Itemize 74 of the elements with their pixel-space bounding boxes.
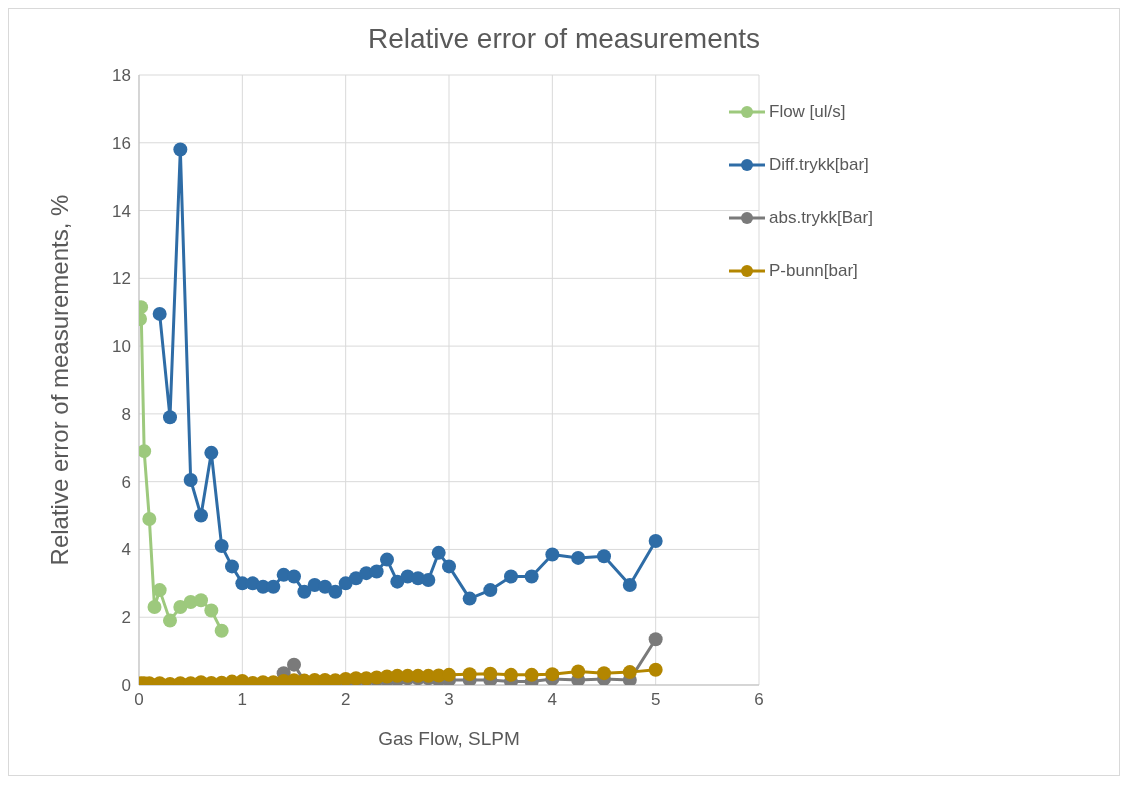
y-tick-label: 16 [112, 133, 131, 153]
point [442, 667, 456, 682]
point [545, 547, 560, 562]
y-axis-title: Relative error of measurements, % [45, 194, 73, 566]
point [390, 574, 405, 589]
x-tick-label: 2 [340, 690, 351, 710]
point [152, 306, 167, 321]
point [266, 579, 281, 594]
x-tick-label: 4 [547, 690, 558, 710]
point [545, 667, 560, 682]
point [648, 662, 663, 677]
legend-label: Flow [ul/s] [769, 100, 846, 123]
y-tick-label: 18 [112, 66, 131, 86]
point [147, 600, 162, 615]
point [524, 667, 539, 682]
point [214, 539, 229, 554]
y-tick-label: 14 [112, 201, 131, 221]
point [483, 666, 498, 681]
legend-label: P-bunn[bar] [769, 259, 858, 282]
y-tick-label: 4 [121, 540, 131, 560]
point [139, 444, 152, 459]
point [173, 142, 188, 157]
point [369, 564, 384, 579]
point [571, 664, 586, 679]
y-tick-label: 0 [121, 676, 131, 696]
x-tick-label: 6 [754, 690, 764, 710]
point [297, 584, 312, 599]
point [622, 578, 637, 593]
x-tick-label: 5 [650, 690, 661, 710]
legend-label: Diff.trykk[bar] [769, 153, 869, 176]
point [173, 600, 188, 615]
point [194, 593, 208, 608]
x-tick-label: 1 [237, 690, 248, 710]
y-tick-label: 10 [112, 337, 131, 357]
point [204, 445, 219, 460]
point [571, 550, 586, 565]
y-tick-label: 6 [121, 472, 131, 492]
point [597, 666, 611, 681]
point [328, 584, 343, 599]
point [462, 591, 477, 606]
point [287, 657, 301, 672]
y-tick-label: 12 [112, 269, 131, 289]
point [349, 571, 363, 586]
point [380, 552, 394, 567]
point [163, 410, 177, 425]
point [163, 613, 177, 628]
point [142, 511, 157, 526]
point [194, 508, 208, 523]
point [622, 665, 637, 680]
point [442, 559, 456, 574]
point [504, 569, 518, 584]
legend-label: abs.trykk[Bar] [769, 206, 873, 229]
point [214, 623, 229, 638]
chart-title: Relative error of measurements [366, 22, 762, 55]
point [462, 667, 477, 682]
point [421, 572, 436, 587]
point [152, 583, 167, 598]
y-tick-label: 8 [121, 404, 131, 424]
point [483, 583, 498, 598]
point [318, 579, 332, 594]
point [204, 603, 219, 618]
point [597, 549, 611, 564]
point [648, 533, 663, 548]
x-tick-label: 0 [134, 690, 144, 710]
point [431, 545, 446, 560]
point [504, 667, 518, 682]
x-tick-label: 3 [444, 690, 454, 710]
point [524, 569, 539, 584]
point [648, 632, 663, 647]
point [225, 559, 239, 574]
point [183, 472, 198, 487]
point [287, 569, 301, 584]
y-tick-label: 2 [121, 608, 131, 628]
x-axis-title: Gas Flow, SLPM [378, 728, 520, 749]
